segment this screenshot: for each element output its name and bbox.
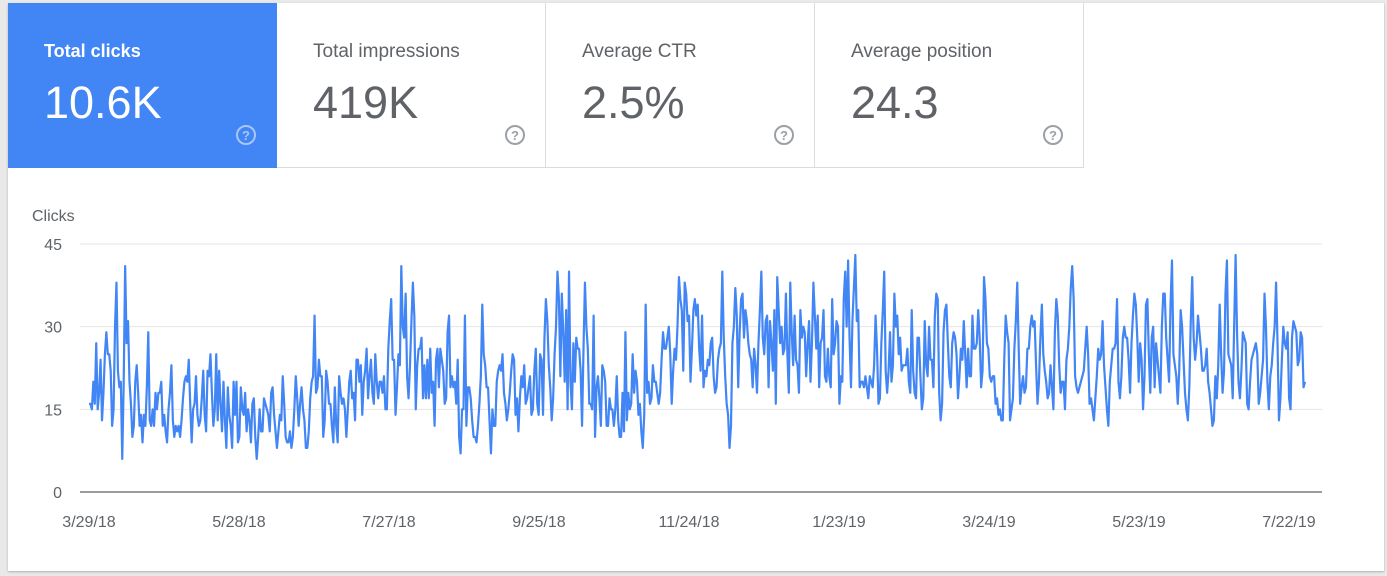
y-tick-label: 30 (44, 320, 62, 337)
x-tick-label: 7/27/18 (362, 514, 415, 531)
y-tick-label: 0 (53, 485, 62, 502)
metric-tile-average-position[interactable]: Average position 24.3 ? (815, 3, 1084, 168)
clicks-chart: Clicks 0 15 30 45 3/29/18 5/28/18 7/27/18 9/25… (8, 169, 1384, 571)
metric-value: 419K (313, 77, 419, 128)
y-tick-label: 15 (44, 402, 62, 419)
x-tick-label: 5/28/18 (212, 514, 265, 531)
clicks-series-line[interactable] (89, 253, 1307, 461)
x-tick-label: 7/22/19 (1262, 514, 1315, 531)
metric-label: Average position (851, 41, 993, 62)
metric-tile-average-ctr[interactable]: Average CTR 2.5% ? (546, 3, 815, 168)
metric-label: Total impressions (313, 41, 460, 62)
help-icon[interactable]: ? (236, 125, 256, 145)
x-tick-label: 3/29/18 (62, 514, 115, 531)
metric-value: 24.3 (851, 77, 939, 128)
metric-tiles: Total clicks 10.6K ? Total impressions 4… (8, 3, 1084, 169)
y-tick-label: 45 (44, 237, 62, 254)
metric-tile-total-clicks[interactable]: Total clicks 10.6K ? (8, 3, 277, 168)
metric-label: Average CTR (582, 41, 697, 62)
x-tick-label: 9/25/18 (512, 514, 565, 531)
help-icon[interactable]: ? (774, 125, 794, 145)
y-axis-label: Clicks (32, 208, 75, 225)
help-icon[interactable]: ? (1043, 125, 1063, 145)
x-tick-label: 11/24/18 (658, 514, 719, 531)
metric-value: 10.6K (44, 77, 162, 128)
metric-value: 2.5% (582, 77, 685, 128)
metric-label: Total clicks (44, 41, 141, 61)
help-icon[interactable]: ? (505, 125, 525, 145)
x-tick-label: 3/24/19 (962, 514, 1015, 531)
x-tick-label: 5/23/19 (1112, 514, 1165, 531)
performance-card: Total clicks 10.6K ? Total impressions 4… (8, 3, 1384, 571)
clicks-line-chart: Clicks 0 15 30 45 3/29/18 5/28/18 7/27/18 9/25… (32, 208, 1322, 531)
x-tick-label: 1/23/19 (812, 514, 865, 531)
metric-tile-total-impressions[interactable]: Total impressions 419K ? (277, 3, 546, 168)
